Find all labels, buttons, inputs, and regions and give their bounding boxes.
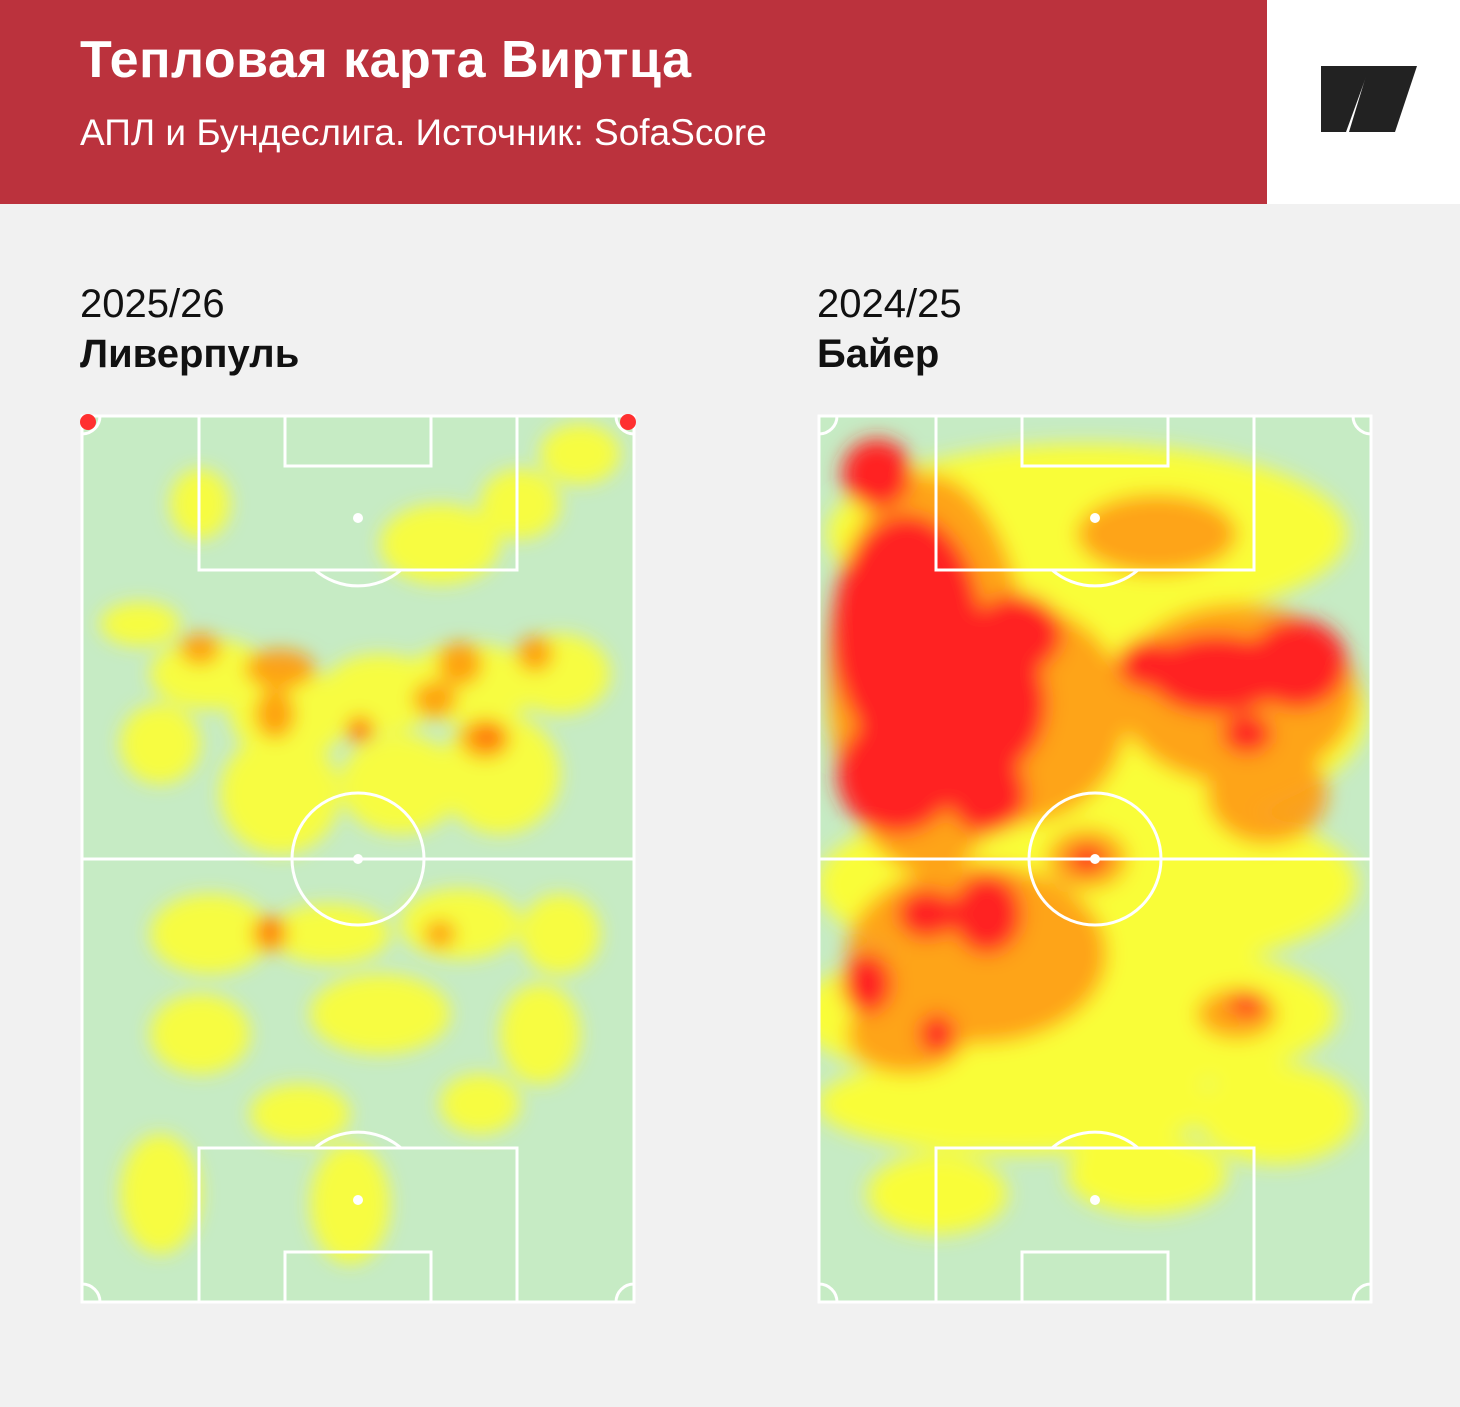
sports-ru-logo-icon bbox=[1321, 66, 1417, 132]
heat-layer bbox=[819, 439, 1367, 1234]
season-label: 2024/25 bbox=[817, 282, 962, 326]
season-label: 2025/26 bbox=[80, 282, 225, 326]
heatmap-pitch-left bbox=[80, 414, 636, 1304]
page-title: Тепловая карта Виртца bbox=[80, 31, 692, 89]
logo-box bbox=[1267, 0, 1460, 204]
header-banner: Тепловая карта Виртца АПЛ и Бундеслига. … bbox=[0, 0, 1267, 204]
heatmap-pitch-right bbox=[817, 414, 1373, 1304]
panel-bayer: 2024/25 Байер bbox=[817, 280, 1377, 1304]
panel-liverpool: 2025/26 Ливерпуль bbox=[80, 280, 640, 1304]
pitch-spots bbox=[1090, 513, 1100, 1205]
page-subtitle: АПЛ и Бундеслига. Источник: SofaScore bbox=[80, 112, 767, 153]
team-label: Байер bbox=[817, 332, 940, 376]
pitch-spots bbox=[353, 513, 363, 1205]
corner-marks bbox=[80, 414, 636, 430]
team-label: Ливерпуль bbox=[80, 332, 300, 376]
